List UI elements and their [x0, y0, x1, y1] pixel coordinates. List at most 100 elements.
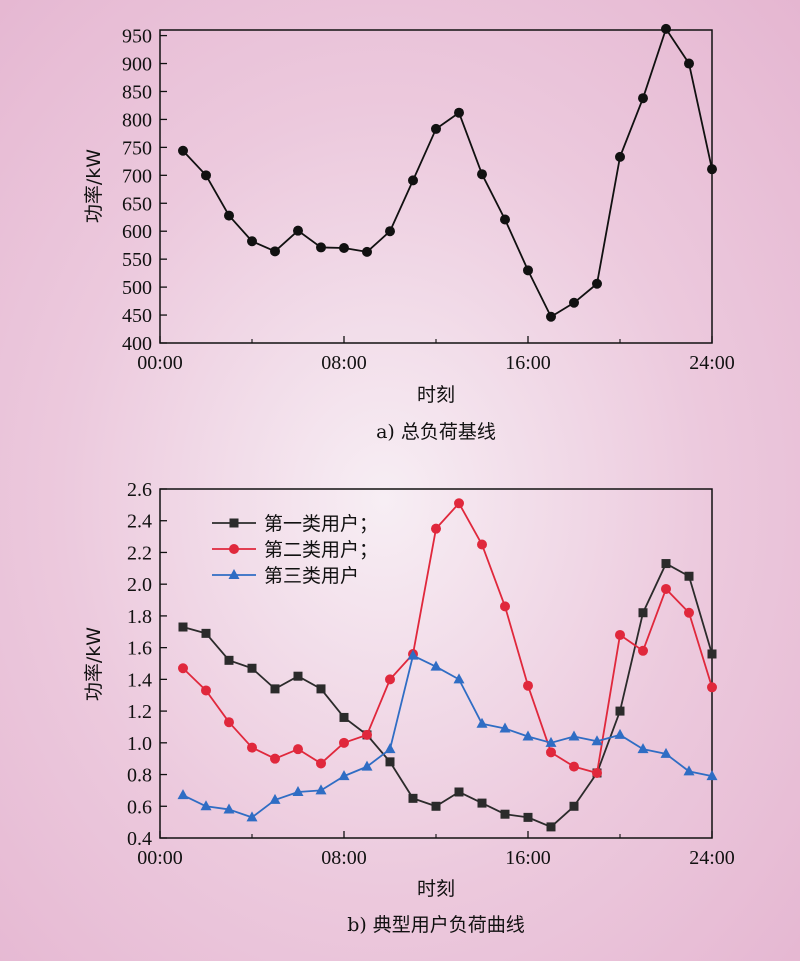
chart-b: 0.4 0.6 0.8 1.0 1.2 1.4 1.6 1.8 2.0 2.2 2.4 2.6 00:…	[83, 479, 735, 936]
chart-b-series-1-point	[454, 787, 464, 797]
chart-b-series-3-point	[384, 743, 396, 754]
chart-b-series-2-point	[270, 753, 280, 764]
chart-b-series-3-line	[182, 654, 713, 819]
chart-b-series-2-point	[362, 729, 372, 740]
chart-b-x-tick-label: 08:00	[321, 847, 367, 869]
chart-b-series-1-point	[523, 812, 533, 822]
chart-b-series-2-point	[569, 761, 579, 772]
chart-a-y-axis: 400 450 500 550 600 650 700 750 800 850 900 950	[122, 26, 167, 355]
chart-b-y-tick-label: 2.4	[127, 511, 152, 533]
chart-a-y-tick-label: 550	[122, 249, 152, 271]
chart-b-series-3-point	[660, 747, 672, 758]
chart-a-series-1-point	[247, 236, 257, 247]
chart-a-y-tick-label: 800	[122, 109, 152, 131]
chart-a-x-axis: 00:00 08:00 16:00 24:00	[137, 336, 735, 374]
chart-b-series-1-point	[339, 712, 349, 722]
chart-a-series-1-point	[339, 242, 349, 253]
chart-b-series-2-point	[523, 680, 533, 691]
chart-a-frame	[159, 29, 713, 344]
chart-b-y-tick-label: 1.8	[127, 606, 152, 628]
chart-a-series-1-point	[201, 170, 211, 181]
chart-b-series-1-point	[546, 822, 556, 832]
chart-b-series-3-point	[499, 722, 511, 733]
chart-b-series-1-point	[224, 655, 234, 665]
chart-b-series-3-point	[200, 800, 212, 811]
chart-b-series-1-point	[638, 608, 648, 618]
chart-a-y-tick-label: 650	[122, 193, 152, 215]
chart-a-y-tick-label: 600	[122, 221, 152, 243]
chart-a-series-1-point	[638, 93, 648, 104]
chart-b-y-tick-label: 2.0	[127, 574, 152, 596]
chart-a-series-1-point	[385, 226, 395, 237]
chart-a-series-1-point	[408, 175, 418, 186]
chart-b-series-2-point	[224, 717, 234, 728]
chart-a-series-1-point	[523, 265, 533, 276]
chart-b-series-3-point	[453, 673, 465, 684]
chart-a-y-tick-label: 700	[122, 165, 152, 187]
chart-a-x-tick-label: 24:00	[689, 352, 735, 374]
chart-b-series-3-point	[177, 789, 189, 800]
chart-b-series-3-point	[637, 743, 649, 754]
chart-a-y-tick-label: 450	[122, 305, 152, 327]
chart-b-series-1-point	[661, 559, 671, 569]
chart-b-series-3-point	[614, 728, 626, 739]
chart-a-series-1-point	[178, 145, 188, 156]
chart-b-series-2-point	[638, 645, 648, 656]
chart-b-series-1-point	[316, 684, 326, 694]
chart-a-series-1-point	[293, 225, 303, 236]
chart-a-series-1-point	[661, 23, 671, 34]
chart-a-caption: a) 总负荷基线	[376, 421, 496, 443]
chart-b-series-2-point	[454, 498, 464, 509]
chart-b-plot	[177, 498, 718, 832]
chart-b-series-3-point	[591, 735, 603, 746]
chart-b-y-tick-label: 1.2	[127, 701, 152, 723]
chart-b-series-3-point	[430, 660, 442, 671]
chart-b-series-1-point	[684, 571, 694, 581]
chart-a-series-1-point	[707, 164, 717, 175]
chart-a-ylabel: 功率/kW	[83, 149, 105, 223]
chart-b-series-3-point	[338, 770, 350, 781]
chart-b-series-2-point	[201, 685, 211, 696]
chart-a-y-tick-label: 850	[122, 81, 152, 103]
chart-b-x-tick-label: 16:00	[505, 847, 551, 869]
chart-b-series-2-point	[500, 601, 510, 612]
chart-b-y-tick-label: 1.6	[127, 638, 152, 660]
chart-b-series-2-point	[615, 629, 625, 640]
chart-b-legend: 第一类用户； 第二类用户； 第三类用户	[212, 513, 378, 587]
chart-a-y-tick-label: 750	[122, 137, 152, 159]
chart-b-series-1-point	[247, 663, 257, 673]
chart-a-series-1-point	[316, 242, 326, 253]
legend-marker	[229, 518, 239, 528]
chart-a-series-1-point	[454, 107, 464, 118]
chart-b-series-3-point	[292, 785, 304, 796]
chart-b-series-2-point	[178, 663, 188, 674]
chart-b-y-tick-label: 2.2	[127, 542, 152, 564]
chart-b-series-3-point	[361, 760, 373, 771]
chart-a-series-1-point	[684, 58, 694, 69]
chart-b-ylabel: 功率/kW	[83, 627, 105, 701]
chart-a-series-1-point	[270, 246, 280, 257]
chart-b-series-2-point	[546, 747, 556, 758]
chart-b-series-2-point	[684, 607, 694, 618]
legend-label: 第一类用户；	[264, 513, 378, 535]
chart-b-series-2-line	[182, 502, 713, 774]
chart-a-series-1-point	[477, 169, 487, 180]
chart-b-series-3-point	[522, 730, 534, 741]
chart-b-series-1-point	[385, 757, 395, 767]
chart-a: 400 450 500 550 600 650 700 750 800 850 900 950 00:…	[83, 23, 735, 443]
chart-a-xlabel: 时刻	[417, 384, 455, 406]
chart-b-y-tick-label: 0.8	[127, 765, 152, 787]
chart-a-y-tick-label: 500	[122, 277, 152, 299]
chart-b-series-1-point	[477, 798, 487, 808]
chart-b-series-2-point	[247, 742, 257, 753]
chart-b-y-tick-label: 1.4	[127, 669, 152, 691]
chart-a-series-1-point	[224, 210, 234, 221]
chart-b-xlabel: 时刻	[417, 878, 455, 900]
chart-b-series-2-point	[316, 758, 326, 769]
legend-marker	[229, 544, 239, 554]
chart-b-series-2-point	[661, 583, 671, 594]
chart-b-y-tick-label: 1.0	[127, 733, 152, 755]
chart-a-series-1-point	[546, 311, 556, 322]
chart-b-series-1-line	[182, 562, 713, 828]
chart-b-series-1-point	[408, 793, 418, 803]
